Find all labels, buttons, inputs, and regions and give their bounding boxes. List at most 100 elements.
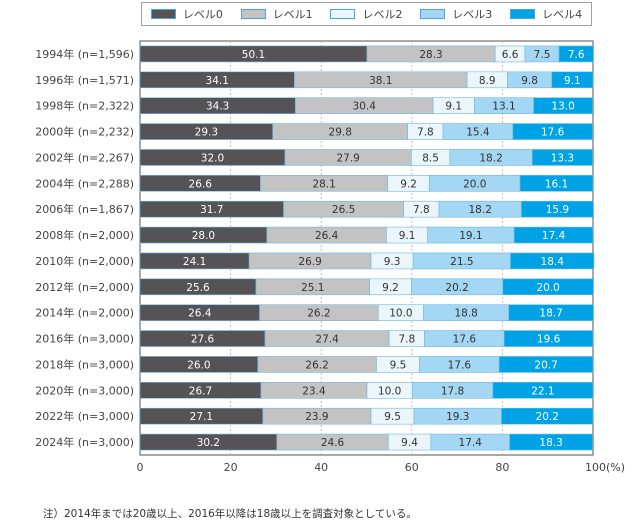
value-label: 9.1: [445, 101, 462, 113]
value-label: 17.6: [453, 334, 477, 346]
value-label: 17.8: [441, 385, 464, 397]
category-label: 1994年 (n=1,596): [35, 47, 134, 61]
x-tick-label: 60: [405, 461, 419, 474]
legend-label: レベル2: [362, 8, 403, 21]
category-label: 2006年 (n=1,867): [35, 202, 134, 216]
value-label: 18.7: [539, 308, 562, 320]
category-label: 2022年 (n=3,000): [35, 409, 134, 423]
value-label: 27.4: [315, 334, 339, 346]
category-label: 2014年 (n=2,000): [35, 306, 134, 320]
bar-segment: [509, 433, 593, 451]
value-label: 19.1: [459, 230, 482, 242]
value-label: 17.6: [448, 359, 472, 371]
value-label: 18.2: [479, 152, 502, 164]
value-label: 6.6: [502, 49, 519, 61]
value-label: 50.1: [242, 49, 265, 61]
bar-segment: [492, 382, 594, 399]
value-label: 9.8: [521, 75, 538, 87]
value-label: 9.3: [384, 256, 401, 268]
category-label: 2002年 (n=2,267): [35, 150, 134, 164]
value-label: 32.0: [201, 152, 224, 164]
category-label: 2024年 (n=3,000): [35, 435, 134, 449]
value-label: 7.5: [534, 49, 551, 61]
legend-label: レベル1: [272, 8, 313, 21]
value-label: 16.1: [545, 178, 568, 190]
legend-item: レベル3: [420, 6, 492, 22]
bar-segment: [508, 304, 594, 321]
bar-segment: [531, 149, 593, 166]
value-label: 20.2: [445, 282, 468, 294]
legend-swatch: [330, 9, 356, 19]
value-label: 18.2: [469, 204, 492, 216]
value-label: 24.1: [183, 256, 206, 268]
value-label: 18.3: [539, 437, 562, 449]
bar-segment: [558, 45, 594, 63]
bar-segment: [501, 407, 594, 425]
value-label: 34.3: [206, 101, 229, 113]
value-label: 23.4: [302, 385, 326, 397]
legend-label: レベル0: [182, 8, 223, 21]
value-label: 13.3: [551, 152, 574, 164]
value-label: 26.9: [298, 256, 321, 268]
bar-segment: [503, 330, 594, 347]
value-label: 30.2: [197, 437, 220, 449]
value-label: 8.5: [422, 152, 439, 164]
value-label: 26.0: [187, 359, 210, 371]
value-label: 26.2: [307, 308, 330, 320]
value-label: 8.9: [479, 75, 496, 87]
legend-swatch: [420, 9, 446, 19]
value-label: 10.0: [378, 385, 401, 397]
stacked-bar-chart: 1994年 (n=1,596) 50.1 28.3 6.6 7.5 7.6 1996年 (n…: [35, 40, 625, 474]
legend-label: レベル4: [542, 8, 583, 21]
x-tick-label: 100(%): [585, 461, 625, 474]
value-label: 34.1: [206, 75, 229, 87]
category-label: 2016年 (n=3,000): [35, 332, 134, 346]
value-label: 9.1: [399, 230, 416, 242]
value-label: 15.4: [466, 127, 490, 139]
value-label: 38.1: [369, 75, 392, 87]
value-label: 7.8: [413, 204, 430, 216]
category-label: 2008年 (n=2,000): [35, 228, 134, 242]
value-label: 26.4: [188, 308, 212, 320]
legend-label: レベル3: [452, 8, 493, 21]
value-label: 19.3: [446, 411, 469, 423]
value-label: 26.4: [315, 230, 339, 242]
value-label: 18.4: [541, 256, 565, 268]
category-label: 1998年 (n=2,322): [35, 99, 134, 113]
value-label: 25.1: [301, 282, 324, 294]
legend-item: レベル4: [510, 6, 582, 22]
value-label: 20.7: [534, 359, 557, 371]
value-label: 30.4: [353, 101, 377, 113]
bar-segment: [533, 97, 593, 114]
bar-segment: [502, 278, 594, 296]
category-label: 2004年 (n=2,288): [35, 176, 134, 190]
value-label: 17.4: [542, 230, 566, 242]
value-label: 13.0: [551, 101, 574, 113]
x-tick-label: 0: [137, 461, 144, 474]
category-label: 2010年 (n=2,000): [35, 254, 134, 268]
bar-segment: [510, 252, 595, 270]
value-label: 26.6: [189, 178, 213, 190]
value-label: 9.2: [382, 282, 399, 294]
value-label: 7.6: [568, 49, 585, 61]
value-label: 22.1: [531, 385, 554, 397]
bar-segment: [498, 356, 594, 373]
value-label: 17.4: [459, 437, 483, 449]
value-label: 9.5: [384, 411, 401, 423]
value-label: 23.9: [305, 411, 328, 423]
category-label: 2012年 (n=2,000): [35, 280, 134, 294]
value-label: 26.7: [189, 385, 212, 397]
value-label: 9.4: [401, 437, 418, 449]
value-label: 15.9: [546, 204, 569, 216]
x-tick-label: 40: [314, 461, 328, 474]
value-label: 28.1: [312, 178, 335, 190]
value-label: 24.6: [321, 437, 345, 449]
bar-segment: [551, 71, 594, 89]
value-label: 28.0: [192, 230, 215, 242]
value-label: 18.8: [454, 308, 477, 320]
value-label: 7.8: [417, 127, 434, 139]
x-tick-label: 80: [495, 461, 509, 474]
bar-segment: [521, 200, 594, 218]
category-label: 2018年 (n=3,000): [35, 357, 134, 371]
value-label: 10.0: [389, 308, 412, 320]
